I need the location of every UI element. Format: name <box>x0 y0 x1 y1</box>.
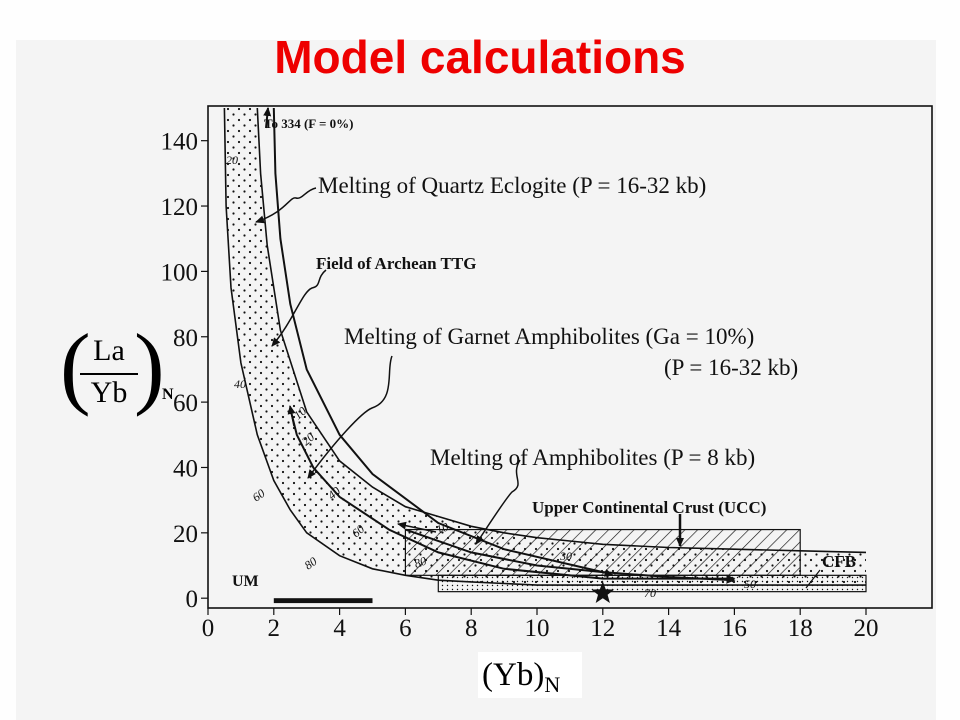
leader-amphibolites <box>475 459 521 545</box>
y-axis-label: ( La Yb ) N <box>60 315 174 417</box>
y-tick-label: 60 <box>173 390 198 417</box>
label-cfb: CFB <box>822 552 856 571</box>
curve-annotation: 70 <box>644 586 656 600</box>
curve-annotation: 80 <box>412 554 428 571</box>
x-axis-label-main: (Yb) <box>482 657 545 693</box>
leader-archean-ttg <box>271 269 327 347</box>
x-axis-label: (Yb)N <box>478 652 582 698</box>
curve-annotation: 20 <box>226 153 238 167</box>
label-archean-ttg: Field of Archean TTG <box>316 254 476 273</box>
x-tick-label: 6 <box>399 615 412 642</box>
leader-cfb <box>805 569 821 589</box>
um-field <box>273 598 373 604</box>
upper-continental-crust-ucc-field <box>404 528 801 576</box>
y-tick-label: 100 <box>161 259 199 286</box>
star-marker <box>591 581 615 603</box>
curve-annotation: 30 <box>559 549 572 563</box>
x-tick-label: 18 <box>788 615 813 642</box>
melting-curve-2 <box>289 408 736 583</box>
y-tick-label: 0 <box>186 586 199 613</box>
y-axis-label-denominator: Yb <box>90 376 128 409</box>
label-garnet-amphibolites-pressure: (P = 16-32 kb) <box>664 355 798 380</box>
curve-annotation: 50 <box>744 577 756 591</box>
y-tick-label: 140 <box>161 129 199 156</box>
arrow-to-334 <box>263 107 272 129</box>
arrow-amphibolite-return <box>397 521 437 533</box>
label-amphibolites: Melting of Amphibolites (P = 8 kb) <box>430 445 755 470</box>
label-quartz-eclogite: Melting of Quartz Eclogite (P = 16-32 kb… <box>318 173 706 198</box>
slide-title: Model calculations <box>274 31 686 83</box>
melting-curve-1 <box>272 107 614 577</box>
x-tick-label: 20 <box>854 615 879 642</box>
y-tick-label: 40 <box>173 455 198 482</box>
x-tick-label: 10 <box>525 615 550 642</box>
x-tick-label: 8 <box>465 615 478 642</box>
x-tick-label: 4 <box>333 615 346 642</box>
label-um: UM <box>232 573 259 590</box>
arrow-garnet-return <box>287 405 296 427</box>
chart: 0 2 4 6 8 10 12 14 16 18 20 0 20 40 60 80 100 120 140 Melti… <box>161 105 933 642</box>
leader-quartz-eclogite <box>255 187 317 224</box>
x-tick-label: 2 <box>268 615 281 642</box>
curve-annotation: 40 <box>234 377 246 391</box>
curve-annotation: 60 <box>250 486 268 504</box>
curve-annotation: To 334 (F = 0%) <box>264 116 354 131</box>
y-axis-label-numerator: La <box>93 334 125 367</box>
x-axis-label-subscript: N <box>544 672 561 697</box>
x-tick-label: 16 <box>722 615 747 642</box>
melting-curve-3 <box>405 528 736 584</box>
x-tick-label: 14 <box>656 615 682 642</box>
x-tick-label: 0 <box>202 615 215 642</box>
y-axis-label-subscript: N <box>162 386 174 403</box>
label-ucc: Upper Continental Crust (UCC) <box>532 498 766 517</box>
y-tick-label: 120 <box>161 194 199 221</box>
y-tick-label: 80 <box>173 325 198 352</box>
figure-panel: 0 2 4 6 8 10 12 14 16 18 20 0 20 40 60 80 100 120 140 Melti… <box>16 40 936 720</box>
curve-annotation: 80 <box>302 554 320 572</box>
fraction-bar <box>80 373 138 375</box>
plot-frame <box>207 105 933 609</box>
label-garnet-amphibolites: Melting of Garnet Amphibolites (Ga = 10%… <box>344 324 754 349</box>
curve-annotation: 10 <box>434 520 450 537</box>
leader-garnet-amphibolites <box>307 355 393 479</box>
x-tick-label: 12 <box>590 615 615 642</box>
y-tick-label: 20 <box>173 521 198 548</box>
